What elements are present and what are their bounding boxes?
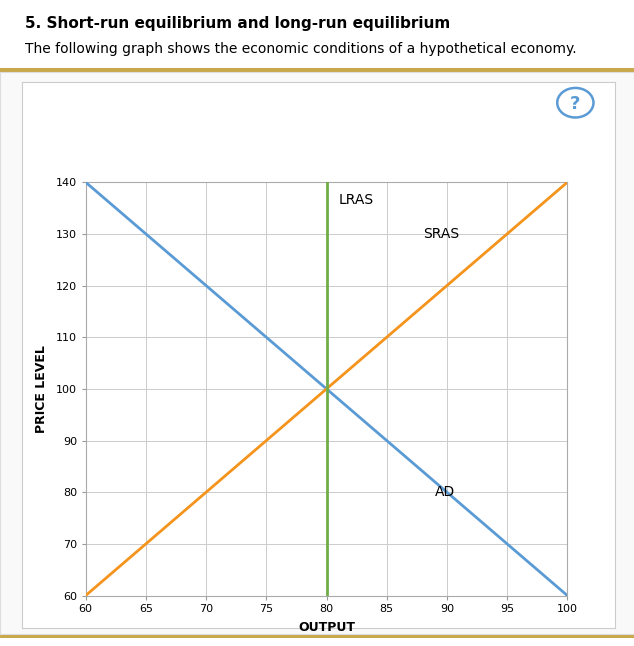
Text: LRAS: LRAS <box>339 193 373 207</box>
Text: The following graph shows the economic conditions of a hypothetical economy.: The following graph shows the economic c… <box>25 42 577 56</box>
Text: 5. Short-run equilibrium and long-run equilibrium: 5. Short-run equilibrium and long-run eq… <box>25 16 451 31</box>
Y-axis label: PRICE LEVEL: PRICE LEVEL <box>35 345 48 433</box>
Text: SRAS: SRAS <box>423 227 459 241</box>
Text: ?: ? <box>570 95 581 113</box>
X-axis label: OUTPUT: OUTPUT <box>298 621 355 634</box>
Text: AD: AD <box>435 485 455 499</box>
